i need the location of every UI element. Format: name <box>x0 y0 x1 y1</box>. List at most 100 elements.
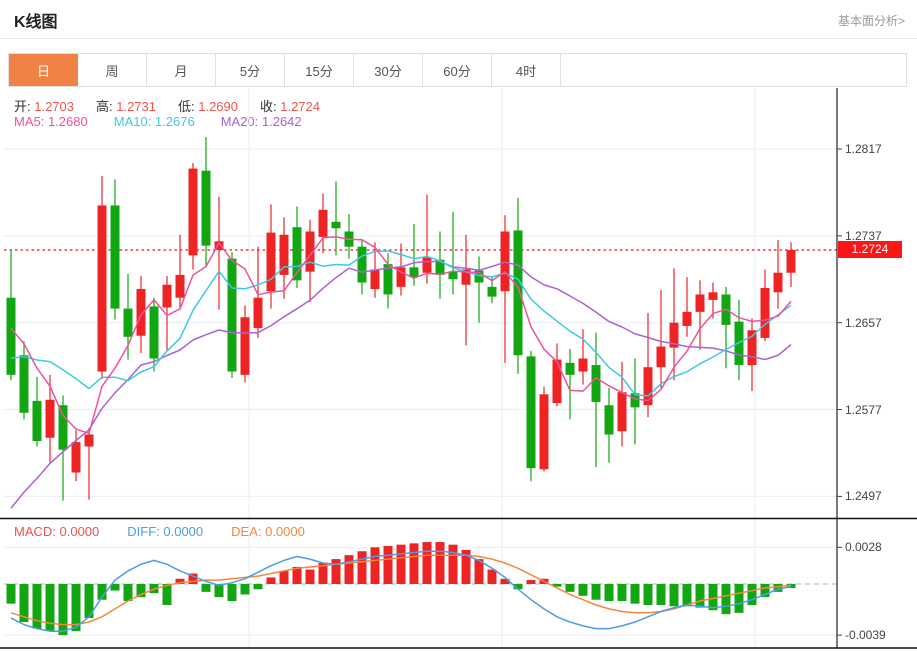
macd-bar <box>123 584 133 602</box>
candle <box>578 358 588 372</box>
macd-tick-label: -0.0039 <box>845 628 886 643</box>
candle <box>682 311 692 326</box>
macd-bar <box>773 584 783 592</box>
legend-item: 开: 1.2703 <box>14 99 74 114</box>
legend-item: 低: 1.2690 <box>178 99 238 114</box>
interval-tabbar: 日周月 5分 15分 30分 60分 4时 <box>8 53 907 87</box>
macd-bar <box>578 584 588 596</box>
candle <box>760 287 770 338</box>
candle <box>71 442 81 473</box>
header-divider <box>0 38 917 39</box>
macd-bar <box>396 544 406 584</box>
macd-bar <box>526 580 536 584</box>
candle <box>383 264 393 295</box>
macd-bar <box>162 584 172 605</box>
macd-bar <box>565 584 575 592</box>
candle <box>58 405 68 450</box>
legend-item: MACD: 0.0000 <box>14 524 100 539</box>
macd-bar <box>461 549 471 584</box>
tab-日[interactable]: 日 <box>9 54 78 86</box>
candle <box>253 297 263 329</box>
candle <box>448 271 458 280</box>
macd-bar <box>747 584 757 605</box>
candle <box>773 272 783 293</box>
macd-bar <box>682 584 692 607</box>
macd-bar <box>552 584 562 587</box>
candle <box>539 394 549 470</box>
macd-bar <box>97 584 107 600</box>
tab-5分[interactable]: 5分 <box>216 54 285 86</box>
macd-bar <box>448 544 458 584</box>
macd-bar <box>487 569 497 584</box>
candle <box>695 294 705 312</box>
candle <box>370 269 380 290</box>
candle <box>123 308 133 337</box>
candle <box>422 257 432 273</box>
candle <box>669 322 679 348</box>
last-price-badge: 1.2724 <box>838 241 902 259</box>
legend-item: DEA: 0.0000 <box>231 524 305 539</box>
macd-bar <box>6 584 16 604</box>
candle <box>188 168 198 256</box>
macd-bar <box>266 577 276 584</box>
candle <box>32 400 42 442</box>
macd-bar <box>32 584 42 629</box>
candle <box>708 292 718 300</box>
candle <box>305 231 315 272</box>
page-title: K线图 <box>14 14 58 31</box>
price-tick-label: 1.2737 <box>845 228 882 243</box>
macd-bar <box>279 570 289 584</box>
candle <box>84 434 94 447</box>
macd-bar <box>240 584 250 595</box>
macd-bar <box>136 584 146 598</box>
candle <box>331 221 341 229</box>
macd-bar <box>175 578 185 584</box>
candle <box>513 230 523 356</box>
legend-item: MA10: 1.2676 <box>113 114 195 129</box>
fundamental-analysis-link[interactable]: 基本面分析> <box>837 14 905 28</box>
macd-bar <box>474 559 484 584</box>
price-tick-label: 1.2817 <box>845 142 882 156</box>
macd-bar <box>500 578 510 584</box>
candle <box>201 170 211 246</box>
candle <box>565 362 575 375</box>
legend-item: 高: 1.2731 <box>96 99 156 114</box>
candle <box>500 231 510 292</box>
candle <box>409 267 419 278</box>
candle <box>747 330 757 366</box>
candle <box>45 399 55 438</box>
macd-bar <box>617 584 627 602</box>
macd-bar <box>188 573 198 584</box>
tab-月[interactable]: 月 <box>147 54 216 86</box>
candle <box>110 205 120 309</box>
macd-bar <box>630 584 640 604</box>
candle <box>149 306 159 359</box>
candle <box>461 269 471 285</box>
legend-item: 收: 1.2724 <box>260 99 320 114</box>
macd-bar <box>760 584 770 598</box>
tab-周[interactable]: 周 <box>78 54 147 86</box>
candle <box>162 284 172 308</box>
macd-bar <box>422 542 432 584</box>
candle <box>19 355 29 413</box>
tab-30分[interactable]: 30分 <box>354 54 423 86</box>
tab-60分[interactable]: 60分 <box>423 54 492 86</box>
macd-bar <box>19 584 29 623</box>
price-tick-label: 1.2497 <box>845 489 882 504</box>
candle <box>6 297 16 375</box>
ma10-line <box>10 250 792 397</box>
candle <box>266 232 276 292</box>
candle <box>591 365 601 402</box>
macd-bar <box>357 551 367 584</box>
tab-15分[interactable]: 15分 <box>285 54 354 86</box>
macd-bar <box>643 584 653 605</box>
candle <box>227 258 237 372</box>
candle <box>97 205 107 372</box>
candle <box>786 249 796 273</box>
ohlc-readout: 开: 1.2703 高: 1.2731 低: 1.2690 收: 1.2724 <box>14 96 320 115</box>
candle <box>656 346 666 368</box>
tab-4时[interactable]: 4时 <box>492 54 561 86</box>
candle <box>136 289 146 336</box>
macd-bar <box>84 584 94 619</box>
